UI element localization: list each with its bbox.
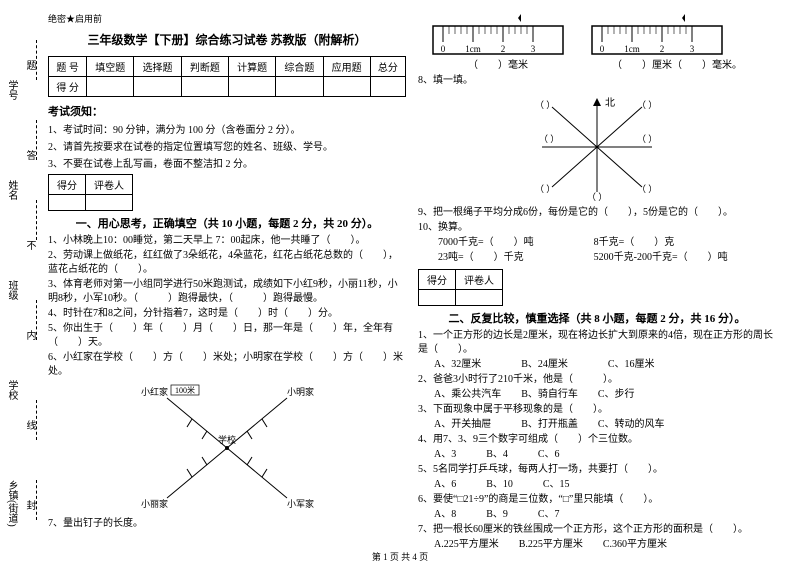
score-col: 判断题: [181, 57, 228, 77]
svg-text:学校: 学校: [218, 434, 236, 445]
q-item: 6、要使“□21÷9”的商是三位数，“□”里只能填（ ）。: [418, 493, 776, 507]
compass-diagram-2: 北 （ ） （ ） （ ） （ ） （ ） （ ） （ ）: [418, 92, 776, 202]
section1-list: 1、小林晚上10：00睡觉，第二天早上 7：00起床，他一共睡了（ ）。 2、劳…: [48, 234, 406, 379]
score-col: 应用题: [323, 57, 370, 77]
compass2-svg: 北 （ ） （ ） （ ） （ ） （ ） （ ） （ ）: [527, 92, 667, 202]
marker-cell: 评卷人: [86, 175, 133, 195]
score-col: 总分: [370, 57, 405, 77]
secrecy-note: 绝密★启用前: [48, 12, 406, 25]
exam-notice: 1、考试时间：90 分钟，满分为 100 分（含卷面分 2 分）。 2、请首先按…: [48, 121, 406, 170]
svg-text:0: 0: [440, 44, 445, 54]
q-item: 7000千克=（ ）吨 8千克=（ ）克: [418, 236, 776, 250]
score-table: 题 号 填空题 选择题 判断题 计算题 综合题 应用题 总分 得 分: [48, 56, 406, 97]
margin-label: 乡镇(街道): [4, 480, 19, 527]
q-item: 6、小红家在学校（ ）方（ ）米处；小明家在学校（ ）方（ ）米处。: [48, 351, 406, 379]
binding-margin: 乡镇(街道) 学校 班级 姓名 学号 封 线 内 不 答 题: [0, 0, 42, 565]
svg-text:小丽家: 小丽家: [141, 498, 168, 509]
svg-text:1cm: 1cm: [624, 44, 640, 54]
section1-title: 一、用心思考，正确填空（共 10 小题，每题 2 分，共 20 分）。: [48, 215, 406, 231]
svg-text:（ ）: （ ）: [637, 100, 657, 110]
q-item: 4、用7、3、9三个数字可组成（ ）个三位数。: [418, 433, 776, 447]
notice-line: 2、请首先按要求在试卷的指定位置填写您的姓名、班级、学号。: [48, 138, 406, 153]
svg-text:（ ）: （ ）: [539, 134, 559, 144]
marker-cell: 评卷人: [456, 270, 503, 290]
q-opts: A、乘公共汽车 B、骑自行车 C、步行: [418, 388, 776, 402]
svg-text:（ ）: （ ）: [535, 184, 555, 194]
notice-head: 考试须知：: [48, 103, 406, 119]
q-item: 1、小林晚上10：00睡觉，第二天早上 7：00起床，他一共睡了（ ）。: [48, 234, 406, 248]
notice-line: 3、不要在试卷上乱写画，卷面不整洁扣 2 分。: [48, 155, 406, 170]
q-opts: A、3 B、4 C、6: [418, 448, 776, 462]
q-opts: A、8 B、9 C、7: [418, 508, 776, 522]
svg-text:（ ）厘米（ ）毫米。: （ ）厘米（ ）毫米。: [612, 58, 742, 70]
score-col: 综合题: [276, 57, 323, 77]
svg-text:3: 3: [689, 44, 694, 54]
ruler-left-svg: 0 1cm 2 3 （ ）毫米: [423, 12, 573, 70]
compass1-svg: 学校 小明家 小红家 小军家 小丽家 100米: [137, 383, 317, 513]
q-item: 23吨=（ ）千克 5200千克-200千克=（ ）吨: [418, 251, 776, 265]
q-opts: A、32厘米 B、24厘米 C、16厘米: [418, 358, 776, 372]
svg-text:1cm: 1cm: [465, 44, 481, 54]
q-item: 5、5名同学打乒乓球，每两人打一场，共要打（ ）。: [418, 463, 776, 477]
q-item: 8、填一填。: [418, 74, 776, 88]
q-item: 3、下面现象中属于平移现象的是（ ）。: [418, 403, 776, 417]
margin-label: 学校: [4, 380, 19, 400]
svg-text:2: 2: [500, 44, 505, 54]
q-item: 9、把一根绳子平均分成6份，每份是它的（ ），5份是它的（ ）。: [418, 206, 776, 220]
svg-text:（ ）毫米: （ ）毫米: [468, 58, 528, 70]
page-footer: 第 1 页 共 4 页: [0, 550, 800, 563]
q-item: 1、一个正方形的边长是2厘米，现在将边长扩大到原来的4倍，现在正方形的周长是（ …: [418, 329, 776, 357]
svg-text:3: 3: [530, 44, 535, 54]
score-col: 填空题: [87, 57, 134, 77]
marker-table: 得分 评卷人: [48, 174, 133, 211]
left-column: 绝密★启用前 三年级数学【下册】综合练习试卷 苏教版（附解析） 题 号 填空题 …: [42, 12, 412, 541]
q-item: 7、量出钉子的长度。: [48, 517, 406, 531]
q-item: 5、你出生于（ ）年（ ）月（ ）日，那一年是（ ）年，全年有（ ）天。: [48, 322, 406, 350]
q-item: 7、把一根长60厘米的铁丝围成一个正方形，这个正方形的面积是（ ）。: [418, 523, 776, 537]
margin-label: 班级: [4, 280, 19, 300]
notice-line: 1、考试时间：90 分钟，满分为 100 分（含卷面分 2 分）。: [48, 121, 406, 136]
svg-text:2: 2: [659, 44, 664, 54]
section2-list: 1、一个正方形的边长是2厘米，现在将边长扩大到原来的4倍，现在正方形的周长是（ …: [418, 329, 776, 552]
svg-text:（ ）: （ ）: [535, 100, 555, 110]
marker-cell: 得分: [419, 270, 456, 290]
marker-table-2: 得分 评卷人: [418, 269, 503, 306]
q-item: 4、时针在7和8之间，分针指着7，这时是（ ）时（ ）分。: [48, 307, 406, 321]
svg-text:0: 0: [599, 44, 604, 54]
svg-text:（ ）: （ ）: [587, 192, 607, 202]
margin-inner: 不: [22, 240, 37, 250]
margin-inner: 题: [22, 60, 37, 70]
score-row2: 得 分: [49, 77, 87, 97]
score-col: 计算题: [228, 57, 275, 77]
q-item: 2、爸爸3小时行了210千米，他是（ ）。: [418, 373, 776, 387]
svg-text:北: 北: [605, 97, 615, 109]
margin-inner: 内: [22, 330, 37, 340]
margin-inner: 线: [22, 420, 37, 430]
margin-inner: 封: [22, 500, 37, 510]
margin-label: 学号: [4, 80, 19, 100]
q-item: 3、体育老师对第一小组同学进行50米跑测试，成绩如下小红9秒，小丽11秒，小明8…: [48, 278, 406, 306]
score-col: 题 号: [49, 57, 87, 77]
margin-inner: 答: [22, 150, 37, 160]
svg-text:小红家: 小红家: [141, 386, 168, 397]
paper-title: 三年级数学【下册】综合练习试卷 苏教版（附解析）: [48, 31, 406, 48]
svg-text:100米: 100米: [175, 385, 195, 395]
q-opts: A、开关抽屉 B、打开瓶盖 C、转动的风车: [418, 418, 776, 432]
svg-text:小军家: 小军家: [287, 498, 314, 509]
q-item: 2、劳动课上做纸花，红红做了3朵纸花，4朵蓝花，红花占纸花总数的（ ），蓝花占纸…: [48, 249, 406, 277]
svg-text:小明家: 小明家: [287, 386, 314, 397]
svg-text:（ ）: （ ）: [637, 184, 657, 194]
svg-text:（ ）: （ ）: [637, 134, 657, 144]
ruler-row: 0 1cm 2 3 （ ）毫米 0 1cm 2 3 （ ）厘米（: [418, 12, 776, 70]
score-col: 选择题: [134, 57, 181, 77]
section2-title: 二、反复比较，慎重选择（共 8 小题，每题 2 分，共 16 分）。: [418, 310, 776, 326]
margin-label: 姓名: [4, 180, 19, 200]
ruler-right-svg: 0 1cm 2 3 （ ）厘米（ ）毫米。: [582, 12, 772, 70]
marker-cell: 得分: [49, 175, 86, 195]
right-column: 0 1cm 2 3 （ ）毫米 0 1cm 2 3 （ ）厘米（: [412, 12, 782, 541]
compass-diagram-1: 学校 小明家 小红家 小军家 小丽家 100米: [48, 383, 406, 513]
q-item: 10、换算。: [418, 221, 776, 235]
section1-rest: 9、把一根绳子平均分成6份，每份是它的（ ），5份是它的（ ）。 10、换算。 …: [418, 206, 776, 265]
q-opts: A、6 B、10 C、15: [418, 478, 776, 492]
